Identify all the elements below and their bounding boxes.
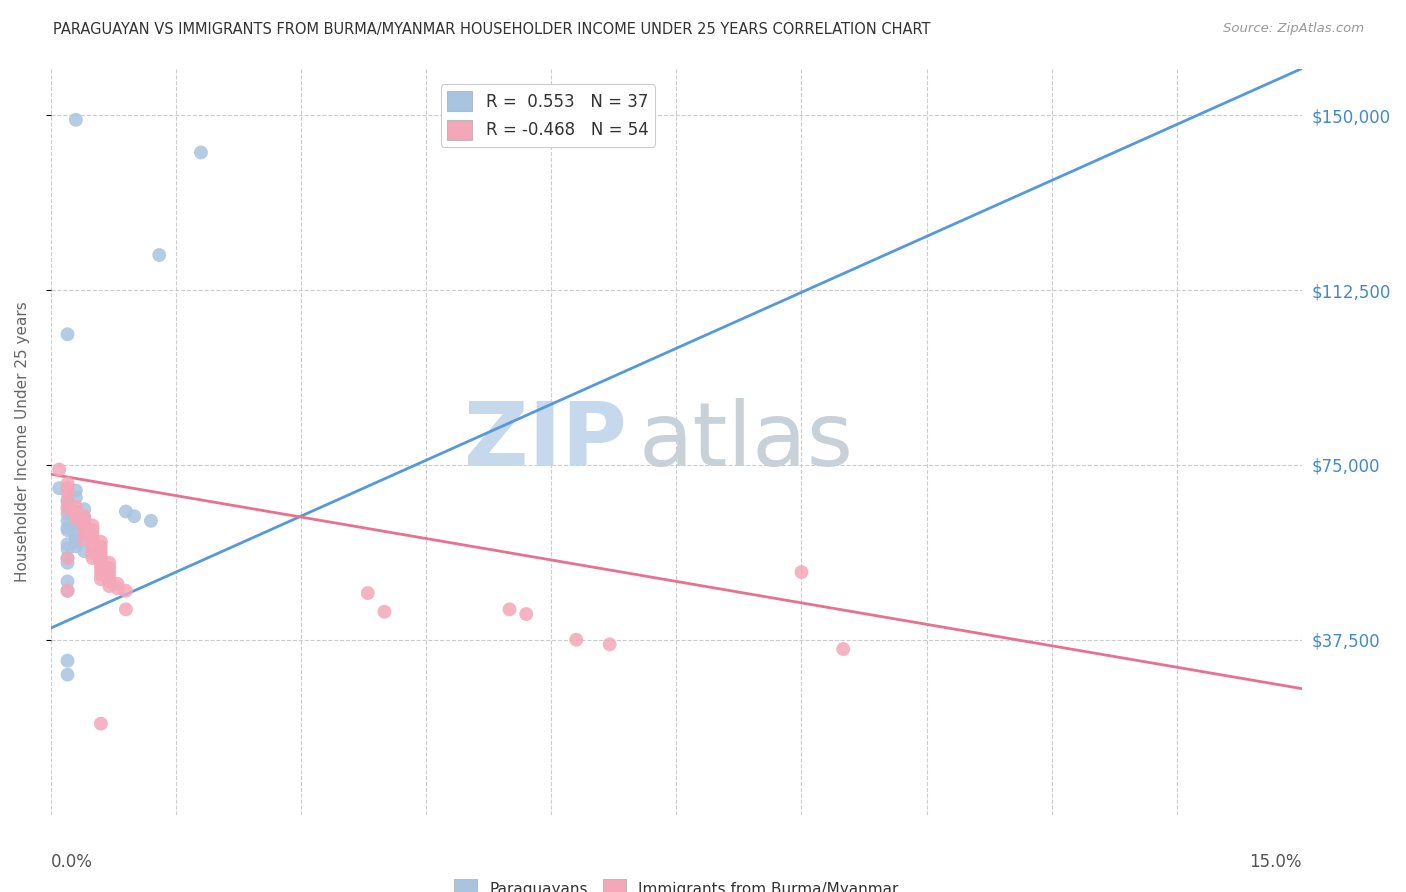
Point: [115, 583, 138, 598]
Point: [56, 521, 79, 535]
Point: [73, 516, 96, 530]
Point: [56, 541, 79, 556]
Point: [56, 514, 79, 528]
Point: [90, 572, 112, 586]
Point: [65, 500, 87, 514]
Text: 0.0%: 0.0%: [51, 854, 93, 871]
Point: [56, 654, 79, 668]
Point: [56, 502, 79, 516]
Point: [148, 248, 170, 262]
Point: [82, 530, 104, 544]
Point: [56, 551, 79, 566]
Point: [115, 504, 138, 518]
Point: [599, 637, 621, 651]
Point: [56, 492, 79, 507]
Point: [73, 509, 96, 524]
Point: [90, 549, 112, 563]
Point: [373, 605, 395, 619]
Point: [65, 516, 87, 530]
Point: [56, 551, 79, 566]
Point: [515, 607, 537, 621]
Text: 15.0%: 15.0%: [1250, 854, 1302, 871]
Point: [65, 507, 87, 521]
Point: [56, 481, 79, 495]
Point: [56, 583, 79, 598]
Point: [82, 518, 104, 533]
Point: [73, 525, 96, 540]
Text: Source: ZipAtlas.com: Source: ZipAtlas.com: [1223, 22, 1364, 36]
Point: [90, 553, 112, 567]
Point: [65, 528, 87, 542]
Point: [56, 556, 79, 570]
Point: [73, 530, 96, 544]
Text: atlas: atlas: [638, 398, 853, 485]
Point: [73, 521, 96, 535]
Point: [65, 511, 87, 525]
Point: [65, 483, 87, 498]
Point: [48, 481, 70, 495]
Point: [56, 495, 79, 509]
Point: [82, 546, 104, 560]
Text: ZIP: ZIP: [464, 398, 626, 485]
Point: [82, 541, 104, 556]
Point: [832, 642, 855, 657]
Point: [56, 486, 79, 500]
Legend: Paraguayans, Immigrants from Burma/Myanmar: Paraguayans, Immigrants from Burma/Myanm…: [449, 873, 904, 892]
Point: [56, 667, 79, 681]
Point: [82, 551, 104, 566]
Point: [73, 544, 96, 558]
Point: [107, 582, 129, 596]
Point: [56, 583, 79, 598]
Text: PARAGUAYAN VS IMMIGRANTS FROM BURMA/MYANMAR HOUSEHOLDER INCOME UNDER 25 YEARS CO: PARAGUAYAN VS IMMIGRANTS FROM BURMA/MYAN…: [53, 22, 931, 37]
Point: [498, 602, 520, 616]
Point: [90, 567, 112, 582]
Point: [65, 518, 87, 533]
Point: [98, 570, 121, 584]
Point: [190, 145, 212, 160]
Point: [73, 502, 96, 516]
Point: [56, 507, 79, 521]
Point: [65, 509, 87, 524]
Point: [56, 327, 79, 342]
Point: [56, 500, 79, 514]
Point: [90, 544, 112, 558]
Point: [65, 533, 87, 547]
Point: [65, 112, 87, 127]
Point: [56, 574, 79, 589]
Point: [565, 632, 588, 647]
Point: [73, 525, 96, 540]
Point: [90, 563, 112, 577]
Point: [56, 523, 79, 537]
Point: [65, 534, 87, 549]
Point: [82, 528, 104, 542]
Point: [98, 579, 121, 593]
Point: [115, 602, 138, 616]
Point: [90, 534, 112, 549]
Point: [56, 476, 79, 491]
Y-axis label: Householder Income Under 25 years: Householder Income Under 25 years: [15, 301, 30, 582]
Point: [65, 504, 87, 518]
Point: [65, 540, 87, 554]
Point: [790, 565, 813, 579]
Point: [90, 558, 112, 573]
Point: [73, 533, 96, 547]
Point: [98, 556, 121, 570]
Point: [90, 716, 112, 731]
Point: [73, 514, 96, 528]
Point: [90, 540, 112, 554]
Point: [98, 560, 121, 574]
Point: [357, 586, 380, 600]
Point: [48, 462, 70, 476]
Point: [98, 565, 121, 579]
Point: [139, 514, 162, 528]
Point: [98, 574, 121, 589]
Point: [107, 576, 129, 591]
Point: [82, 537, 104, 551]
Point: [56, 537, 79, 551]
Point: [73, 511, 96, 525]
Point: [65, 504, 87, 518]
Point: [65, 491, 87, 505]
Point: [122, 509, 145, 524]
Point: [82, 523, 104, 537]
